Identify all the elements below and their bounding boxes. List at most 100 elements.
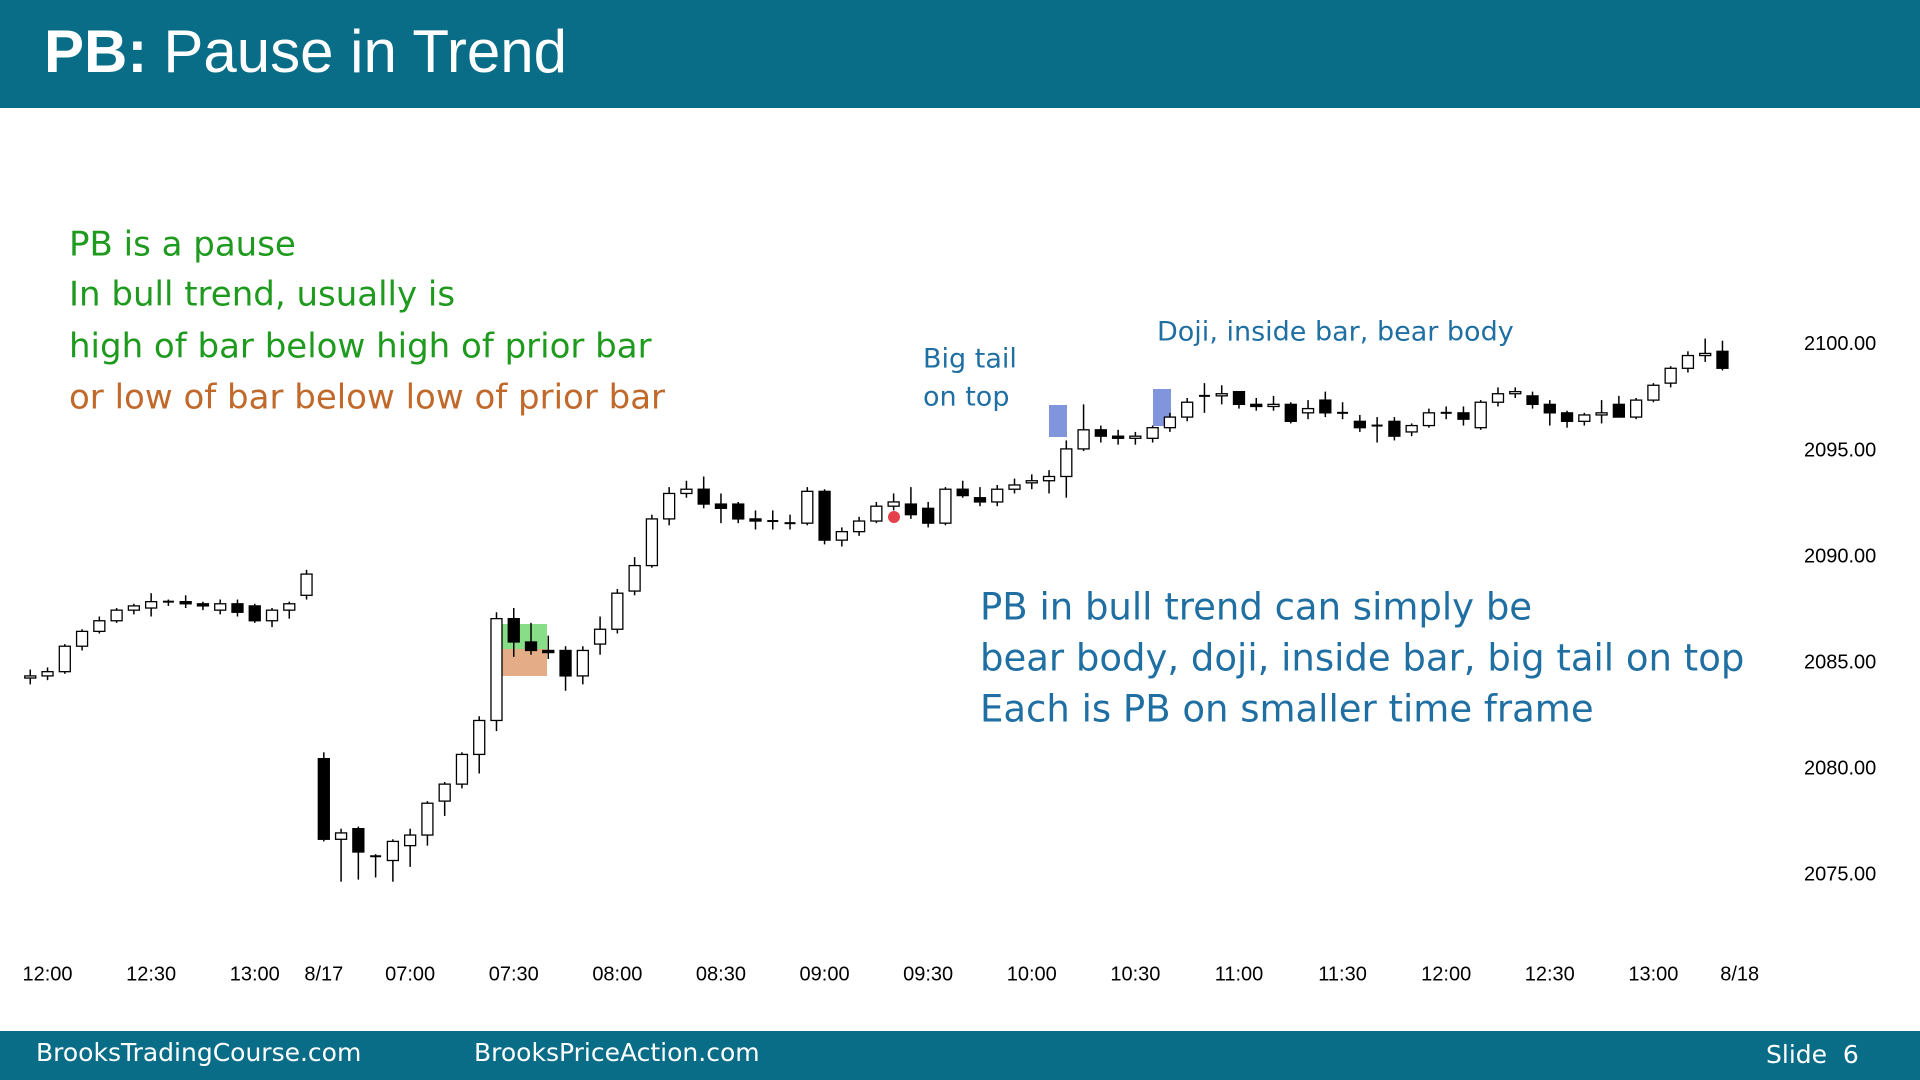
candle-body (1543, 403, 1556, 414)
candle-body (1716, 350, 1729, 369)
candle-body (507, 617, 520, 643)
title-text: Pause in Trend (163, 18, 567, 85)
candle-body (1388, 420, 1401, 437)
candle-body (1560, 412, 1574, 422)
candle-body (1025, 480, 1038, 484)
candle-body (1094, 429, 1107, 437)
candle-body (1595, 412, 1608, 416)
candle-body (75, 630, 89, 647)
candle-body (1232, 390, 1246, 406)
candle-body (1215, 393, 1228, 397)
x-tick-label: 8/18 (1720, 963, 1759, 985)
candle-body (801, 490, 814, 524)
candle-body (58, 645, 71, 673)
y-tick-label: 2080.00 (1804, 758, 1876, 780)
candle-body (714, 503, 728, 509)
x-tick-label: 12:00 (1421, 963, 1471, 985)
y-tick-label: 2085.00 (1804, 651, 1876, 673)
plot (24, 338, 1729, 882)
x-tick-label: 09:30 (903, 963, 953, 985)
candle-body (248, 605, 261, 622)
candle-body (1319, 399, 1332, 414)
candle-body (196, 603, 210, 607)
highlight-tail (1049, 405, 1067, 437)
candle-body (231, 603, 244, 613)
candle-body (490, 617, 503, 722)
x-tick-label: 10:30 (1110, 963, 1160, 985)
x-tick-label: 12:30 (1525, 963, 1575, 985)
candle-body (680, 488, 693, 495)
candle-body (1681, 354, 1695, 369)
candle-body (835, 530, 848, 541)
candle-body (1267, 403, 1280, 408)
candle-body (922, 507, 935, 524)
candle-body (265, 609, 279, 622)
candle-body (1111, 435, 1125, 439)
slide-number: Slide 6 (1766, 1040, 1859, 1069)
candle-body (1474, 401, 1487, 429)
candle-body (1146, 427, 1159, 439)
candle-body (1509, 390, 1522, 395)
candle-body (1353, 420, 1367, 429)
x-tick-label: 07:30 (489, 963, 539, 985)
title-prefix: PB: (44, 18, 147, 85)
footer-middle: BrooksPriceAction.com (474, 1038, 760, 1067)
x-tick-label: 13:00 (230, 963, 280, 985)
candle-body (542, 649, 555, 654)
candle-body (904, 503, 918, 516)
candle-body (628, 564, 641, 592)
candle-body (1422, 412, 1436, 427)
footer-bar (0, 1031, 1920, 1080)
candle-body (24, 675, 37, 679)
note-big-tail: on top (923, 382, 1009, 413)
y-tick-label: 2100.00 (1804, 333, 1876, 355)
candle-body (1163, 416, 1177, 429)
candle-body (386, 840, 400, 862)
y-tick-label: 2075.00 (1804, 864, 1876, 886)
candle-body (939, 488, 952, 524)
x-tick-label: 12:30 (126, 963, 176, 985)
candle-body (1699, 352, 1712, 357)
candle-body (1060, 448, 1073, 478)
note-blue: PB in bull trend can simply be (980, 586, 1532, 629)
candle-body (870, 505, 883, 522)
note-blue: bear body, doji, inside bar, big tail on… (980, 637, 1744, 680)
x-tick-label: 08:30 (696, 963, 746, 985)
candle-body (1284, 403, 1297, 422)
slide-title: PB: Pause in Trend (44, 18, 567, 85)
candle-body (41, 671, 54, 677)
x-tick-label: 11:30 (1318, 963, 1367, 985)
candle-body (93, 620, 106, 633)
cursor-dot (888, 511, 900, 523)
candle-body (645, 518, 659, 567)
x-tick-label: 11:00 (1215, 963, 1264, 985)
candle-body (1008, 484, 1021, 490)
x-tick-label: 13:00 (1628, 963, 1678, 985)
y-tick-label: 2090.00 (1804, 545, 1876, 567)
candle-body (1457, 412, 1470, 420)
note-green: PB is a pause (69, 225, 296, 265)
candle-body (1077, 429, 1090, 450)
candle-body (334, 832, 348, 840)
candle-body (991, 488, 1004, 503)
note-green: high of bar below high of prior bar (69, 327, 652, 367)
candle-body (1491, 393, 1505, 403)
candle-body (421, 802, 434, 836)
note-blue: Each is PB on smaller time frame (980, 688, 1594, 731)
candle-body (732, 503, 745, 520)
candle-body (1181, 401, 1194, 418)
candle-body (852, 520, 866, 533)
note-doji: Doji, inside bar, bear body (1157, 317, 1514, 348)
candle-body (1526, 395, 1539, 406)
candle-body (1042, 475, 1056, 482)
candle-body (1629, 399, 1643, 418)
candle-body (1301, 407, 1315, 414)
candle-body (887, 501, 900, 507)
x-tick-label: 10:00 (1007, 963, 1057, 985)
y-tick-label: 2095.00 (1804, 439, 1876, 461)
x-tick-label: 09:00 (800, 963, 850, 985)
candle-body (144, 601, 158, 609)
note-big-tail: Big tail (923, 344, 1017, 375)
candle-body (749, 518, 762, 522)
